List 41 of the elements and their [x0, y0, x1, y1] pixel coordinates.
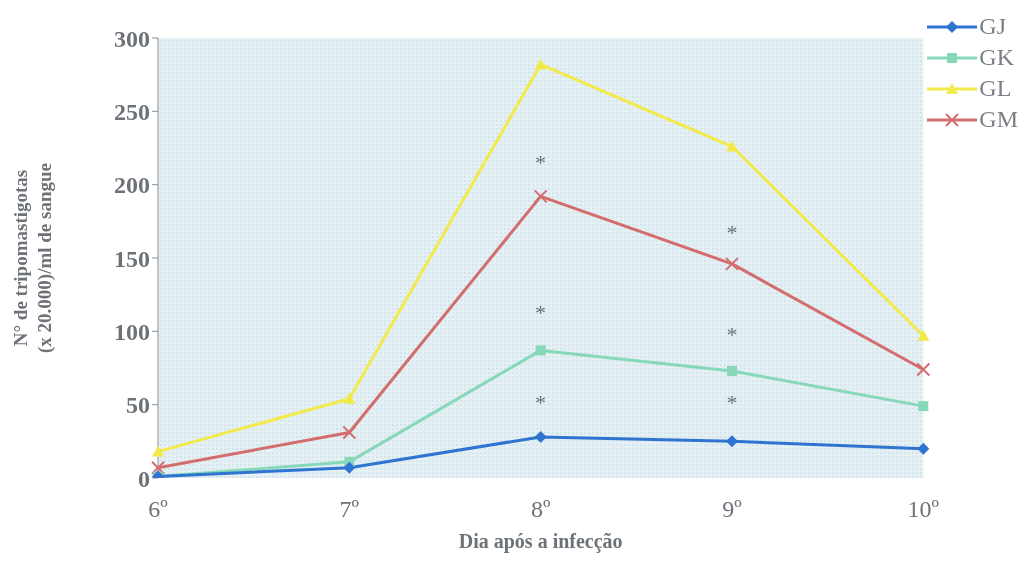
legend-label: GM [979, 106, 1018, 133]
x-axis-title: Dia após a infecção [458, 530, 623, 553]
point [152, 445, 164, 457]
x-tick-label: 8º [530, 496, 551, 523]
point [726, 435, 738, 448]
legend-label: GJ [979, 13, 1006, 40]
y-tick-label: 100 [114, 318, 150, 345]
annotation: * [535, 299, 547, 325]
point [343, 461, 356, 474]
point [151, 460, 165, 475]
point [917, 442, 930, 455]
point [918, 401, 929, 412]
y-tick-label: 150 [114, 245, 150, 272]
y-tick-label: 200 [114, 172, 150, 199]
annotation: * [535, 389, 547, 415]
x-tick-label: 6º [148, 496, 169, 523]
point [533, 189, 548, 204]
x-tick-label: 7º [339, 496, 360, 523]
legend-label: GL [979, 75, 1012, 102]
y-tick-label: 250 [114, 98, 150, 125]
y-axis-title: N° de tripomastigotas (x 20.000)/ml de sangue [10, 163, 56, 353]
y-tick-label: 50 [126, 392, 150, 419]
point [343, 392, 356, 404]
point [726, 140, 738, 152]
annotation: * [726, 220, 738, 246]
annotation: * [726, 389, 738, 415]
point [342, 425, 357, 440]
annotation: * [726, 321, 738, 347]
point [917, 329, 930, 341]
point [916, 362, 931, 377]
x-tick-label: 9º [722, 496, 743, 523]
annotation: * [535, 150, 547, 175]
point [534, 430, 547, 443]
legend-label: GK [979, 44, 1014, 71]
point [535, 345, 546, 356]
y-tick-label: 0 [138, 465, 150, 492]
x-tick-label: 10º [907, 496, 940, 523]
point [534, 58, 547, 70]
y-tick-label: 300 [114, 25, 150, 52]
point [727, 365, 737, 376]
point [725, 256, 739, 271]
